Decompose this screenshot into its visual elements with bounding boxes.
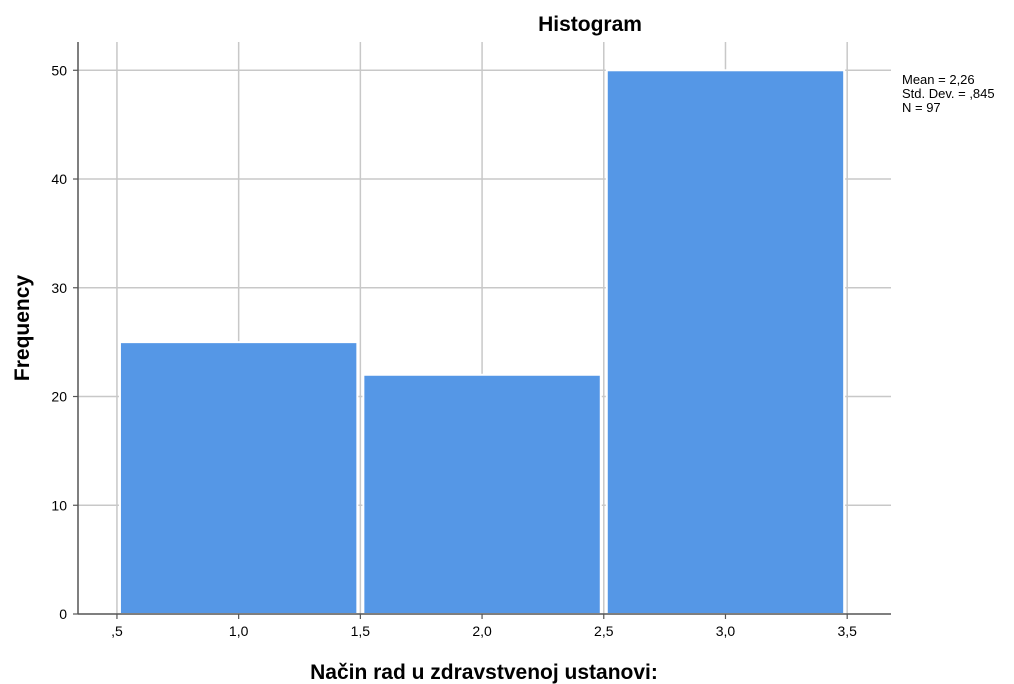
x-tick-label: 1,0	[229, 623, 249, 639]
histogram-bar	[605, 69, 846, 616]
histogram-bar	[362, 373, 602, 616]
chart-title: Histogram	[538, 13, 642, 36]
y-axis-title: Frequency	[11, 275, 34, 382]
axes	[73, 42, 891, 619]
y-tick-label: 40	[51, 171, 67, 187]
x-tick-label: 2,0	[472, 623, 492, 639]
x-axis-title: Način rad u zdravstvenoj ustanovi:	[310, 661, 658, 684]
y-tick-label: 20	[51, 389, 67, 405]
y-tick-label: 30	[51, 280, 67, 296]
statistics-box: Mean = 2,26 Std. Dev. = ,845 N = 97	[902, 72, 995, 115]
y-tick-label: 0	[59, 606, 67, 622]
stat-mean: Mean = 2,26	[902, 72, 975, 87]
tick-labels: 0 10 20 30 40 50 ,5 1,0 1,5 2,0 2,5 3,0 3,5	[51, 62, 857, 639]
x-tick-label: 2,5	[594, 623, 614, 639]
stat-n: N = 97	[902, 100, 941, 115]
y-tick-label: 50	[51, 62, 67, 78]
x-tick-label: ,5	[111, 623, 123, 639]
bars	[118, 69, 846, 616]
stat-std-dev: Std. Dev. = ,845	[902, 86, 995, 101]
x-tick-label: 3,0	[716, 623, 736, 639]
x-tick-label: 1,5	[351, 623, 371, 639]
histogram-bar	[118, 341, 359, 615]
x-tick-label: 3,5	[837, 623, 857, 639]
y-tick-label: 10	[51, 497, 67, 513]
